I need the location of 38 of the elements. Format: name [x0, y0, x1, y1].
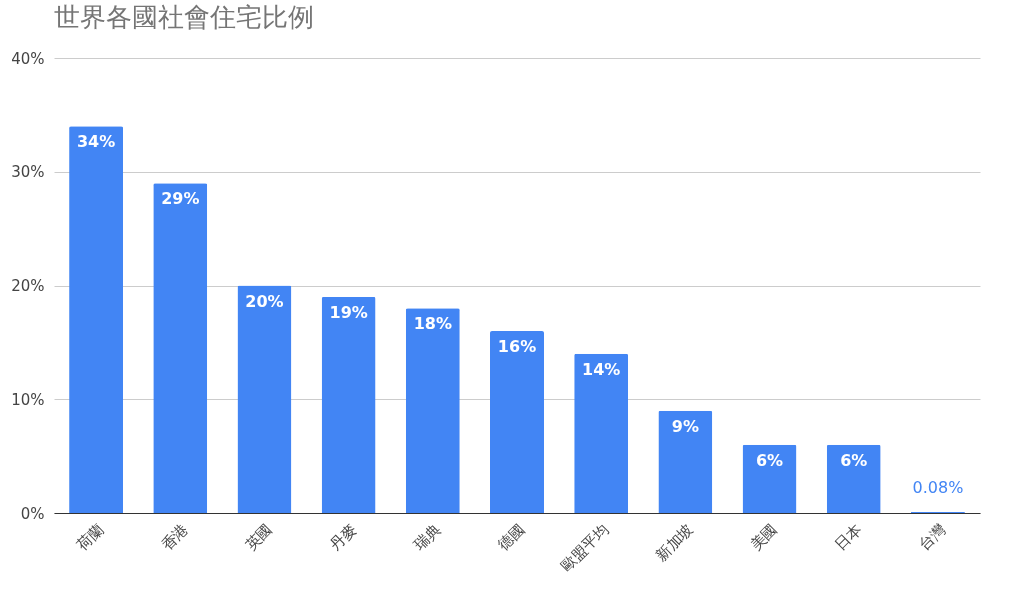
- bar: [405, 308, 460, 513]
- data-label: 29%: [161, 189, 200, 209]
- data-label: 19%: [329, 302, 368, 322]
- data-label: 6%: [755, 450, 784, 470]
- x-tick-label: 德國: [494, 520, 529, 555]
- x-tick-label: 台灣: [915, 520, 950, 555]
- bar: [826, 444, 881, 513]
- bar: [574, 353, 629, 513]
- y-tick-label: 20%: [11, 277, 45, 295]
- y-tick-label: 30%: [11, 163, 45, 182]
- data-label: 9%: [671, 416, 699, 436]
- x-tick-label: 美國: [746, 520, 781, 555]
- bar: [237, 285, 292, 513]
- data-label: 20%: [245, 291, 284, 311]
- x-tick-label: 新加坡: [652, 520, 697, 565]
- x-tick-label: 荷蘭: [73, 520, 108, 555]
- x-tick-label: 香港: [157, 520, 192, 555]
- data-label: 0.08%: [912, 478, 964, 498]
- bar: [69, 126, 124, 513]
- x-tick-label: 英國: [241, 520, 276, 555]
- x-tick-label: 瑞典: [410, 520, 445, 555]
- y-tick-label: 0%: [20, 504, 45, 523]
- x-tick-label: 丹麥: [326, 520, 360, 555]
- bar: [742, 444, 797, 513]
- data-label: 18%: [413, 314, 452, 334]
- chart-title: 世界各國社會住宅比例: [54, 2, 314, 32]
- x-tick-label: 日本: [831, 520, 866, 555]
- bar: [153, 183, 208, 513]
- bar: [658, 410, 713, 513]
- x-tick-label: 歐盟平均: [557, 520, 613, 576]
- data-label: 16%: [497, 337, 537, 356]
- y-tick-label: 40%: [11, 49, 45, 68]
- y-tick-label: 10%: [11, 390, 45, 409]
- bar: [490, 331, 544, 513]
- data-label: 14%: [582, 359, 621, 379]
- data-label: 34%: [76, 132, 116, 152]
- bar: [321, 296, 376, 513]
- data-label: 6%: [840, 450, 868, 470]
